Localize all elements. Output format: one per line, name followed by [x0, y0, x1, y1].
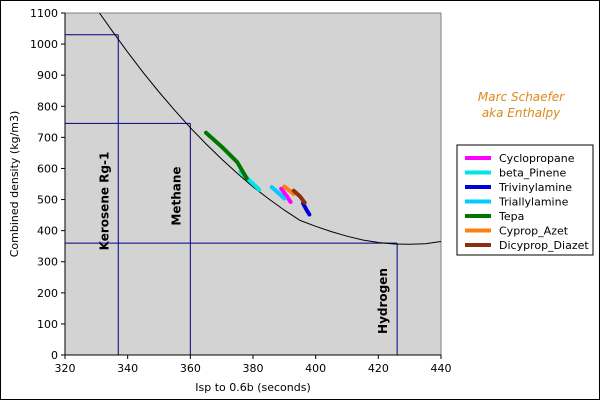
y-tick-label: 100: [37, 318, 58, 331]
y-tick-label: 200: [37, 287, 58, 300]
ref-label-1: Methane: [169, 166, 183, 225]
x-tick-label: 360: [180, 362, 201, 375]
legend-label-5: Cyprop_Azet: [499, 225, 569, 238]
y-tick-label: 1100: [30, 7, 58, 20]
y-tick-label: 800: [37, 100, 58, 113]
y-tick-label: 500: [37, 194, 58, 207]
credit-line-1: Marc Schaefer: [478, 90, 565, 104]
axes: [61, 12, 442, 359]
y-tick-label: 300: [37, 256, 58, 269]
legend-label-6: Dicyprop_Diazet: [499, 239, 589, 252]
series-line-cyprop-azet: [282, 184, 296, 196]
ref-label-0: Kerosene Rg-1: [97, 152, 111, 251]
x-tick-label: 420: [368, 362, 389, 375]
tick-labels: 320 340 360 380 400 420 440 0 100 200 300 400 500 600…: [30, 7, 452, 375]
legend-label-1: beta_Pinene: [499, 167, 566, 180]
legend-label-3: Triallylamine: [498, 196, 569, 209]
ref-label-2: Hydrogen: [376, 268, 390, 334]
legend-label-4: Tepa: [498, 210, 524, 223]
series-line-triallylamine: [269, 185, 287, 201]
reference-curve: [99, 13, 441, 245]
x-tick-label: 440: [431, 362, 452, 375]
x-tick-label: 340: [117, 362, 138, 375]
y-tick-label: 900: [37, 69, 58, 82]
series-line-cyclopropane: [279, 186, 293, 204]
series-line-trivinylamine: [301, 201, 312, 217]
x-axis-title: Isp to 0.6b (seconds): [195, 381, 311, 394]
y-tick-label: 700: [37, 131, 58, 144]
y-tick-label: 400: [37, 225, 58, 238]
y-tick-label: 600: [37, 162, 58, 175]
series-line-dicyprop-diazet: [291, 188, 307, 205]
legend-label-2: Trivinylamine: [498, 181, 572, 194]
x-tick-label: 320: [55, 362, 76, 375]
series-layer: [204, 130, 312, 217]
y-tick-label: 1000: [30, 38, 58, 51]
series-line-tepa: [204, 130, 249, 181]
credit-line-2: aka Enthalpy: [482, 106, 561, 120]
reference-curve-layer: [99, 13, 441, 245]
x-tick-label: 380: [243, 362, 264, 375]
y-tick-label: 0: [51, 349, 58, 362]
x-tick-label: 400: [305, 362, 326, 375]
legend-label-0: Cyclopropane: [499, 152, 575, 165]
y-axis-title: Combined density (kg/m3): [8, 111, 21, 258]
reference-lines: Kerosene Rg-1 Methane Hydrogen: [65, 34, 398, 355]
